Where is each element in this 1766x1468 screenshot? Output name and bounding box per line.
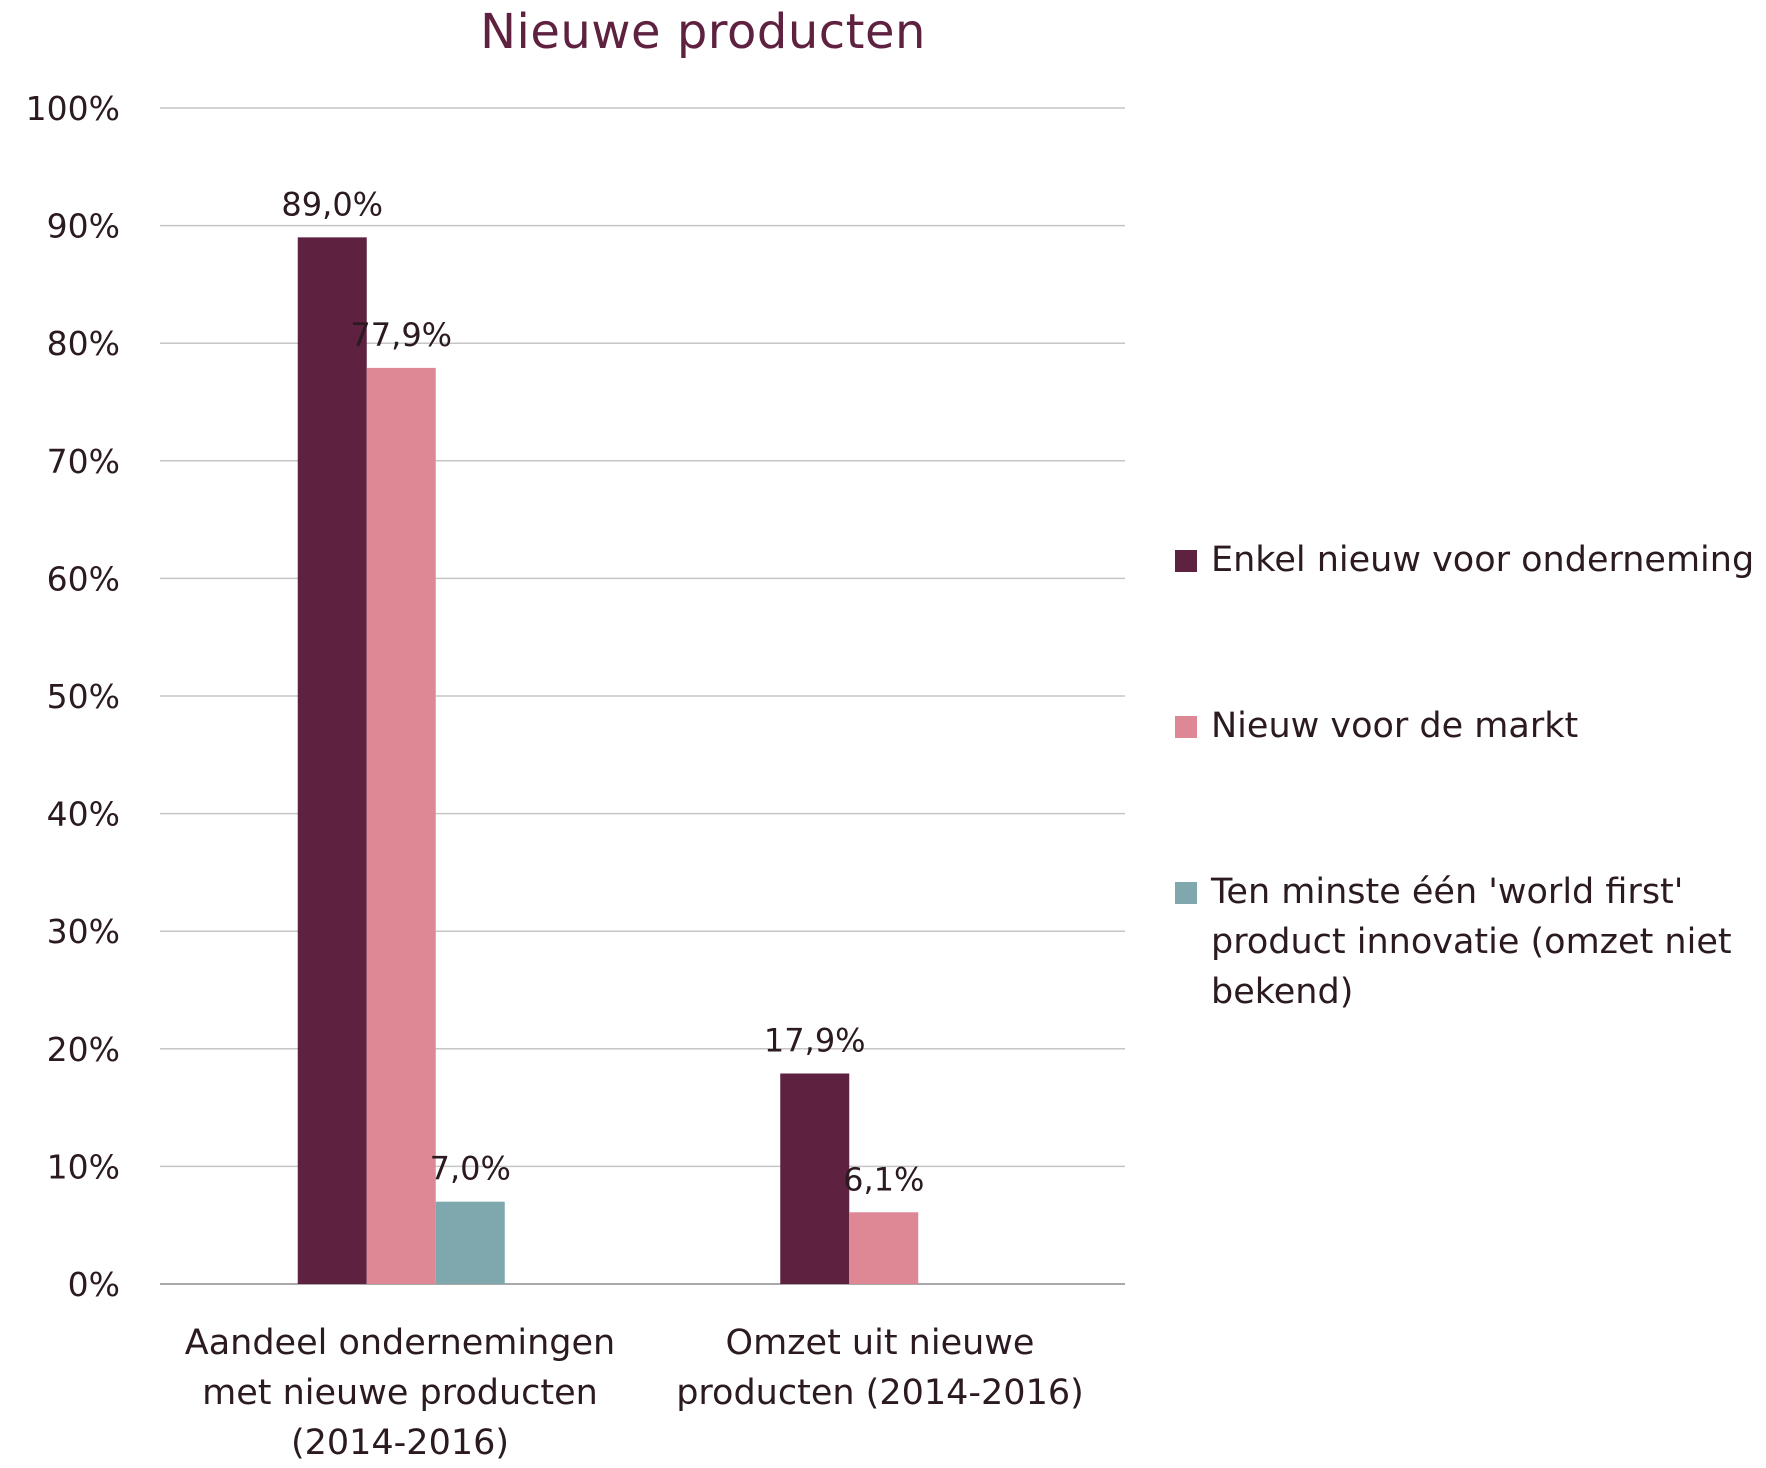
y-tick-label: 90% [47, 207, 120, 246]
y-tick-label: 10% [47, 1147, 120, 1186]
data-label: 17,9% [764, 1021, 866, 1059]
y-tick-label: 30% [47, 912, 120, 951]
bar [435, 1201, 505, 1284]
y-tick-label: 80% [47, 324, 120, 363]
data-label: 77,9% [350, 316, 452, 354]
legend-item-0: Enkel nieuw voor onderneming [1175, 535, 1755, 585]
bar [297, 237, 367, 1285]
data-label: 7,0% [430, 1150, 511, 1188]
data-label: 6,1% [843, 1160, 924, 1198]
legend-swatch-2 [1175, 882, 1197, 904]
legend-item-1: Nieuw voor de markt [1175, 701, 1755, 751]
legend-label-0: Enkel nieuw voor onderneming [1211, 540, 1755, 580]
bar [366, 367, 436, 1284]
legend-label-2: Ten minste één 'world first' product inn… [1211, 872, 1732, 1012]
y-tick-label: 50% [47, 677, 120, 716]
legend-swatch-1 [1175, 716, 1197, 738]
category-label-1: Omzet uit nieuwe producten (2014-2016) [676, 1323, 1084, 1413]
legend-item-2: Ten minste één 'world first' product inn… [1175, 867, 1755, 1017]
y-tick-label: 40% [47, 795, 120, 834]
data-label: 89,0% [281, 185, 383, 223]
legend-swatch-0 [1175, 550, 1197, 572]
y-tick-label: 60% [47, 559, 120, 598]
legend: Enkel nieuw voor onderneming Nieuw voor … [1175, 535, 1755, 1017]
bar [780, 1073, 850, 1284]
y-tick-label: 100% [26, 89, 120, 128]
y-tick-label: 20% [47, 1030, 120, 1069]
y-tick-label: 70% [47, 442, 120, 481]
y-tick-label: 0% [68, 1265, 120, 1304]
legend-label-1: Nieuw voor de markt [1211, 706, 1579, 746]
category-label-0: Aandeel ondernemingen met nieuwe product… [184, 1323, 616, 1463]
bar [849, 1212, 919, 1284]
chart-title: Nieuwe producten [480, 4, 926, 60]
